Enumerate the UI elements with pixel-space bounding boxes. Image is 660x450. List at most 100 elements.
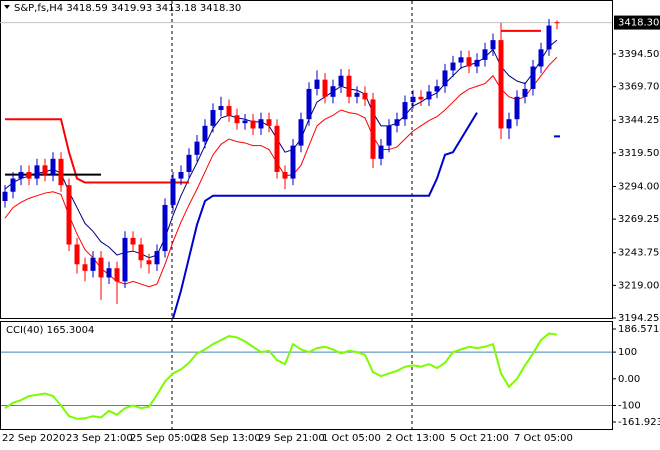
candle-body — [394, 119, 400, 126]
candle-body — [546, 25, 552, 50]
candle-body — [202, 125, 208, 142]
y-tick-label: 3344.25 — [618, 115, 659, 126]
candle-body — [402, 102, 408, 120]
indicator-line — [4, 56, 558, 288]
y-tick-label: -161.9238 — [618, 417, 660, 428]
candle-body — [170, 178, 176, 205]
candle-body — [290, 145, 296, 179]
y-tick-label: 3219.00 — [618, 280, 659, 291]
x-tick-label: 7 Oct 05:00 — [514, 433, 573, 444]
candle-body — [122, 237, 128, 282]
candle-body — [114, 268, 120, 282]
candle-body — [362, 92, 368, 100]
candle-body — [58, 158, 64, 186]
x-tick-label: 28 Sep 13:00 — [194, 433, 261, 444]
x-tick-label: 2 Oct 13:00 — [386, 433, 445, 444]
candle-body — [378, 145, 384, 159]
candle-body — [274, 125, 280, 172]
candle-body — [522, 88, 528, 97]
y-tick-label: 100 — [618, 347, 637, 358]
candle-body — [466, 57, 472, 67]
candle-body — [106, 268, 112, 278]
indicator-title: CCI(40) 165.3004 — [6, 325, 94, 336]
candle-body — [498, 40, 504, 129]
candle-body — [314, 79, 320, 89]
candle-body — [210, 109, 216, 126]
candle-body — [226, 106, 232, 116]
candle-body — [218, 106, 224, 110]
y-tick-label: 3194.25 — [618, 313, 659, 324]
candle-body — [282, 171, 288, 179]
x-tick-label: 25 Sep 05:00 — [130, 433, 197, 444]
current-price-box — [614, 15, 660, 30]
candle-body — [482, 49, 488, 60]
candle-body — [258, 119, 264, 129]
candle-body — [162, 204, 168, 252]
candle-body — [50, 158, 56, 175]
y-tick-label: 3319.50 — [618, 148, 659, 159]
candle-body — [74, 244, 80, 265]
candle-body — [234, 115, 240, 124]
candle-body — [322, 79, 328, 97]
candle-body — [42, 165, 48, 175]
x-tick-label: 23 Sep 21:00 — [66, 433, 133, 444]
candle-body — [506, 119, 512, 129]
candle-body — [474, 59, 480, 67]
indicator-line — [172, 112, 478, 319]
indicator-line — [5, 118, 189, 184]
candle-body — [426, 91, 432, 100]
candle-body — [66, 185, 72, 245]
candle-body — [370, 99, 376, 159]
candle-body — [250, 120, 256, 129]
candle-body — [82, 264, 88, 271]
candle-body — [450, 62, 456, 71]
candle-body — [418, 96, 424, 100]
candle-body — [194, 141, 200, 155]
candle-body — [146, 260, 152, 265]
candle-body — [442, 70, 448, 87]
y-tick-label: 3294.00 — [618, 181, 659, 192]
candle-body — [434, 86, 440, 92]
candle-body — [186, 154, 192, 172]
candle-body — [514, 96, 520, 120]
x-tick-label: 1 Oct 05:00 — [322, 433, 381, 444]
candle-body — [266, 119, 272, 126]
candle-body — [242, 120, 248, 124]
x-tick-label: 22 Sep 2020 — [2, 433, 65, 444]
candle-body — [90, 257, 96, 271]
y-tick-label: 3269.25 — [618, 214, 659, 225]
candle-body — [26, 171, 32, 179]
candle-body — [410, 96, 416, 103]
candle-body — [354, 92, 360, 97]
x-tick-label: 29 Sep 21:00 — [258, 433, 325, 444]
candle-body — [98, 257, 104, 278]
y-tick-label: -100 — [618, 400, 641, 411]
candle-body — [2, 191, 8, 201]
y-tick-label: 3394.50 — [618, 49, 659, 60]
candle-body — [530, 66, 536, 89]
candle-body — [490, 40, 496, 50]
candle-body — [554, 22, 560, 24]
y-tick-label: 3369.70 — [618, 82, 659, 93]
indicator-line — [4, 332, 558, 420]
candle-body — [298, 119, 304, 146]
current-price-label: 3418.30 — [618, 18, 659, 29]
candle-body — [346, 75, 352, 97]
candle-body — [34, 165, 40, 179]
candle-body — [178, 171, 184, 179]
cci-panel — [0, 321, 613, 430]
y-tick-label: 3243.75 — [618, 248, 659, 259]
candle-body — [10, 178, 16, 192]
candle-body — [338, 75, 344, 87]
y-tick-label: 186.5714 — [618, 324, 660, 335]
x-tick-label: 5 Oct 21:00 — [450, 433, 509, 444]
indicator-line — [4, 39, 558, 259]
candle-body — [330, 86, 336, 97]
candle-body — [538, 49, 544, 67]
candle-body — [386, 125, 392, 146]
candle-body — [18, 171, 24, 179]
dropdown-icon — [4, 5, 10, 9]
candle-body — [130, 237, 136, 245]
y-tick-label: 0.00 — [618, 374, 640, 385]
